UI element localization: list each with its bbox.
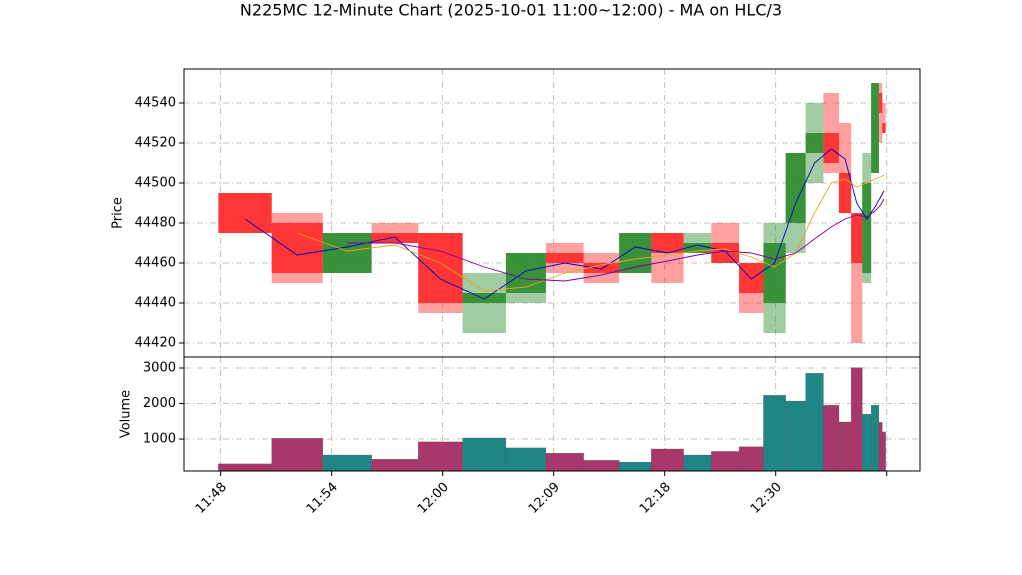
volume-bar [322,454,372,472]
candle-body [583,263,620,273]
chart-title: N225MC 12-Minute Chart (2025-10-01 11:00… [240,1,782,20]
candle-body [545,253,584,263]
x-tick-label: 12:00 [415,480,452,517]
volume-axis-label: Volume [119,390,134,438]
x-tick-label: 12:09 [526,480,563,517]
y-tick-label: 44480 [135,216,176,231]
volume-bar [583,460,620,472]
volume-bar [882,431,886,472]
candle-body [805,133,824,153]
volume-tick-label: 3000 [143,361,176,376]
volume-tick-label: 1000 [143,432,176,447]
y-tick-label: 44540 [135,96,176,111]
candle-wick [851,213,863,343]
candle-body [271,223,323,273]
x-tick-label: 12:18 [637,480,674,517]
y-tick-label: 44520 [135,136,176,151]
volume-bar [862,414,872,472]
volume-bar [763,395,786,472]
volume-bar [785,400,806,472]
y-tick-label: 44500 [135,176,176,191]
volume-bar [651,448,684,472]
candle-body [218,193,272,233]
candle-body [505,253,546,293]
volume-bar [505,447,547,472]
ma-line [297,174,885,292]
ma-line [347,198,885,282]
candle-body [619,233,652,273]
candle-body [862,183,872,273]
y-tick-label: 44440 [135,296,176,311]
candle-body [823,133,839,163]
candle-body [851,213,863,263]
ma-line [244,148,885,300]
volume-bar [418,441,463,472]
volume-bar [838,421,852,472]
candle-body [785,153,806,223]
y-tick-label: 44460 [135,256,176,271]
volume-bar [545,453,584,472]
candle-body [683,243,712,253]
candle-body [418,233,463,303]
candle-body [763,243,786,303]
x-tick-label: 11:54 [304,480,341,517]
x-tick-label: 12:30 [748,480,785,517]
volume-bar [683,454,712,472]
volume-tick-label: 2000 [143,396,176,411]
volume-bar [711,451,740,472]
candle-body [871,83,879,173]
candle-wick [882,103,886,133]
volume-bar [218,463,272,472]
volume-bar [851,367,863,472]
y-tick-label: 44420 [135,336,176,351]
candle-body [651,233,684,253]
volume-bar [823,405,840,472]
candle-body [838,173,852,213]
candle-body [882,123,886,133]
volume-bar [738,446,764,472]
volume-bar [371,459,419,472]
candle-body [739,263,764,293]
volume-bar [878,422,883,472]
volume-panel-frame [183,356,921,472]
candle-body [322,233,372,273]
volume-bar [271,438,323,472]
candle-body [711,243,740,263]
candle-body [371,233,419,243]
volume-bar [871,405,880,472]
candle-body [462,293,506,303]
x-tick-label: 11:48 [193,480,230,517]
volume-bar [805,373,824,472]
candle-body [878,93,883,113]
y-axis-label: Price [111,197,126,229]
volume-bar [462,437,507,472]
volume-bar [619,461,652,472]
